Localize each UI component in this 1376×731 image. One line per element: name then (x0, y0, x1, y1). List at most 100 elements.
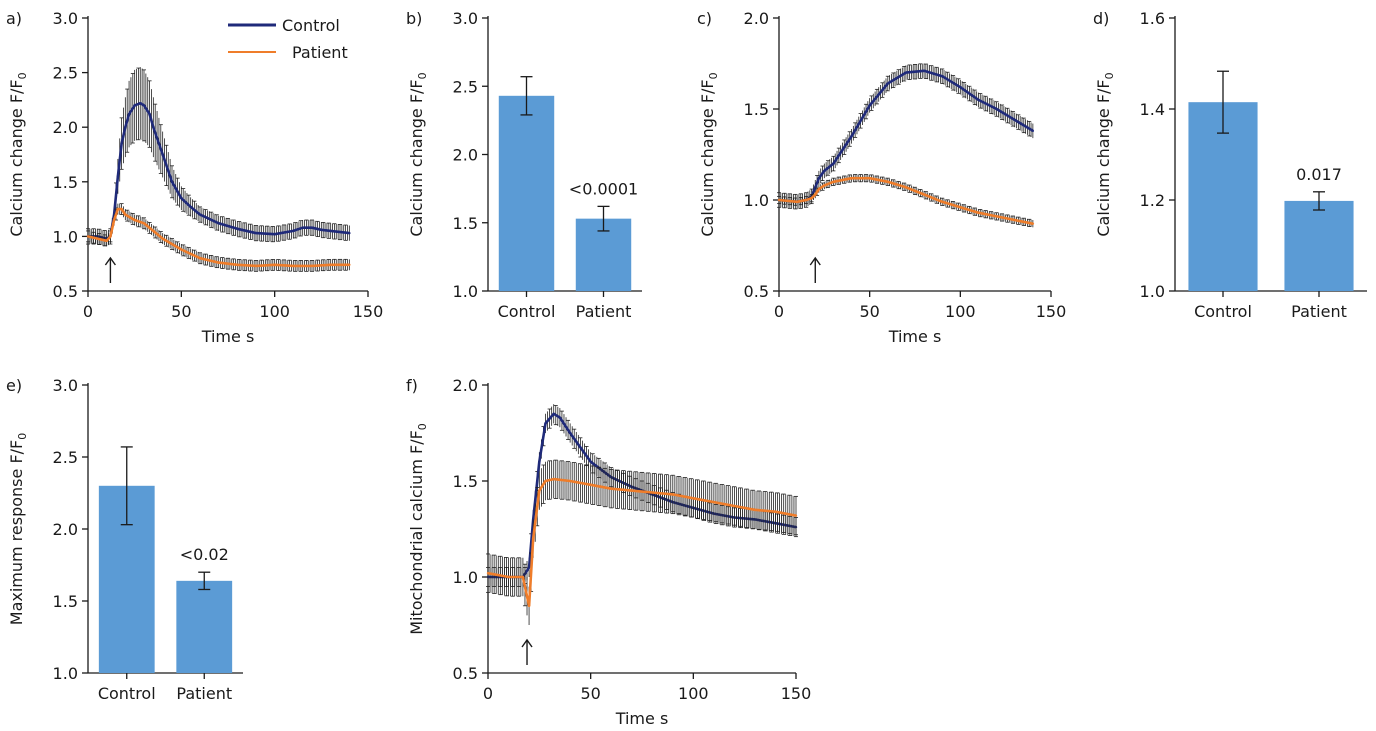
data-point (733, 504, 736, 508)
data-point (995, 107, 998, 111)
data-point (198, 213, 202, 216)
data-point (292, 229, 295, 233)
x-category-label: Patient (576, 302, 632, 321)
data-point (832, 180, 835, 183)
data-point (217, 222, 220, 225)
data-point (292, 264, 295, 268)
data-point (589, 483, 592, 487)
data-point (116, 207, 120, 211)
data-point (832, 162, 835, 165)
data-point (152, 229, 155, 233)
data-point (671, 493, 674, 496)
data-point (320, 228, 323, 232)
data-point (301, 226, 304, 229)
y-tick-label: 2.0 (453, 146, 478, 165)
data-point (922, 193, 926, 196)
data-point (977, 98, 980, 102)
data-point (329, 229, 332, 233)
data-point (180, 248, 183, 251)
data-point (959, 206, 962, 209)
panel-e: e) Maximum response F/F0 1.0 1.5 2.0 2.5 3.0 Co… (6, 376, 243, 703)
x-category-label: Control (1194, 302, 1252, 321)
panel-label: a) (6, 9, 22, 28)
data-point (810, 196, 813, 200)
data-point (568, 479, 572, 483)
p-value-annotation: <0.0001 (569, 179, 638, 198)
data-point (977, 211, 980, 214)
data-point (941, 200, 944, 204)
data-point (850, 135, 853, 138)
y-tick-label: 2.5 (53, 448, 78, 467)
series-line (87, 207, 350, 268)
legend: Control Patient (228, 16, 348, 62)
data-point (552, 412, 555, 415)
data-point (850, 176, 853, 180)
data-point (486, 571, 490, 575)
bar-patient (1284, 200, 1354, 291)
data-point (120, 207, 123, 211)
data-point (86, 235, 90, 238)
data-point (507, 575, 510, 579)
x-tick-label: 0 (774, 302, 784, 321)
bar-control (498, 95, 555, 292)
data-point (112, 218, 116, 222)
data-point (817, 187, 821, 191)
y-axis-label: Maximum response F/F0 (7, 433, 29, 625)
data-point (348, 231, 351, 235)
data-point (127, 112, 131, 116)
data-point (124, 126, 127, 129)
data-point (651, 491, 654, 494)
data-point (120, 142, 123, 145)
bar-patient (176, 580, 233, 673)
data-point (527, 604, 531, 607)
panel-label: f) (406, 376, 418, 395)
y-tick-label: 1.5 (453, 214, 478, 233)
y-tick-label: 1.6 (1140, 9, 1165, 28)
data-point (886, 82, 889, 85)
data-point (1031, 129, 1035, 133)
panel-c: c) Calcium change F/F0 0.5 1.0 1.5 2.0 0 50 100 1… (697, 9, 1066, 346)
panel-f: f) Mitochondrial calcium F/F0 0.5 1.0 1.5 2.0… (406, 376, 811, 728)
x-tick-label: 0 (83, 302, 93, 321)
y-axis-label: Mitochondrial calcium F/F0 (407, 423, 429, 635)
panel-label: b) (406, 9, 422, 28)
data-point (198, 257, 202, 260)
y-tick-label: 1.0 (53, 227, 78, 246)
x-tick-label: 100 (945, 302, 976, 321)
data-point (959, 85, 962, 89)
x-axis-label: Time s (201, 327, 255, 346)
data-point (116, 175, 120, 178)
data-point (161, 237, 164, 240)
data-point (142, 222, 146, 225)
x-tick-label: 50 (859, 302, 879, 321)
data-point (995, 215, 998, 218)
data-point (805, 198, 808, 202)
y-tick-label: 2.5 (453, 77, 478, 96)
x-tick-label: 100 (259, 302, 290, 321)
panel-d: d) Calcium change F/F0 1.0 1.2 1.4 1.6 Control… (1093, 9, 1367, 321)
legend-label-control: Control (282, 16, 340, 35)
y-tick-label: 1.0 (53, 664, 78, 683)
data-point (254, 264, 258, 268)
x-tick-label: 150 (353, 302, 384, 321)
y-tick-label: 1.2 (1140, 191, 1165, 210)
data-point (133, 104, 136, 107)
x-category-label: Control (498, 302, 556, 321)
stimulus-arrow-icon (809, 256, 821, 283)
p-value-annotation: <0.02 (180, 545, 229, 564)
series-patient (777, 174, 1035, 228)
data-point (525, 595, 529, 598)
y-tick-label: 0.5 (744, 282, 769, 301)
data-point (109, 235, 112, 238)
data-point (868, 104, 871, 107)
data-point (348, 263, 351, 266)
panel-label: e) (6, 376, 22, 395)
y-tick-label: 0.5 (453, 664, 478, 683)
data-point (152, 126, 155, 129)
legend-label-patient: Patient (292, 43, 348, 62)
data-point (589, 460, 592, 463)
data-point (538, 460, 541, 463)
series-patient (486, 459, 798, 625)
data-point (904, 71, 908, 74)
